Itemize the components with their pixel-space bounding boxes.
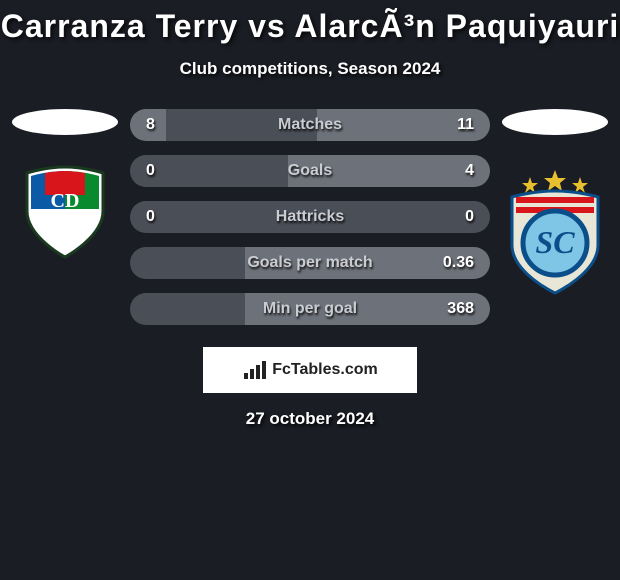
stat-left-value: 0: [146, 208, 155, 226]
brand-text: FcTables.com: [272, 361, 378, 379]
stat-right-value: 368: [447, 300, 474, 318]
stat-row: Min per goal 368: [130, 293, 490, 325]
brand-box: FcTables.com: [203, 347, 417, 393]
stat-right-value: 4: [465, 162, 474, 180]
stat-row: Goals per match 0.36: [130, 247, 490, 279]
svg-text:UC: UC: [51, 214, 80, 236]
stat-right-value: 0.36: [443, 254, 474, 272]
stat-left-value: 0: [146, 162, 155, 180]
stat-row: 0 Hattricks 0: [130, 201, 490, 233]
stat-label: Goals per match: [247, 254, 372, 272]
stat-right-value: 11: [457, 116, 474, 134]
right-team-col: SC: [500, 109, 610, 297]
stat-label: Matches: [278, 116, 342, 134]
shield-icon: SC: [500, 167, 610, 297]
svg-text:CD: CD: [51, 190, 80, 212]
page-title: Carranza Terry vs AlarcÃ³n Paquiyauri: [0, 8, 620, 45]
subtitle: Club competitions, Season 2024: [0, 59, 620, 79]
stats-column: 8 Matches 11 0 Goals 4 0 Hattricks 0 Goals per ma…: [130, 109, 490, 325]
main-row: CD UC 8 Matches 11 0 Goals 4 0 Hattricks 0 Goals …: [0, 109, 620, 325]
left-team-badge: CD UC: [15, 161, 115, 261]
right-ellipse: [502, 109, 608, 135]
stat-left-value: 8: [146, 116, 155, 134]
stat-label: Hattricks: [276, 208, 344, 226]
comparison-card: Carranza Terry vs AlarcÃ³n Paquiyauri Cl…: [0, 0, 620, 429]
date-text: 27 october 2024: [0, 409, 620, 429]
svg-text:SC: SC: [535, 224, 575, 260]
stat-label: Min per goal: [263, 300, 357, 318]
stat-row: 8 Matches 11: [130, 109, 490, 141]
stat-right-value: 0: [465, 208, 474, 226]
bars-icon: [242, 359, 270, 381]
shield-icon: CD UC: [15, 161, 115, 261]
stat-label: Goals: [288, 162, 332, 180]
right-team-badge: SC: [500, 167, 610, 297]
stat-row: 0 Goals 4: [130, 155, 490, 187]
left-ellipse: [12, 109, 118, 135]
left-team-col: CD UC: [10, 109, 120, 261]
